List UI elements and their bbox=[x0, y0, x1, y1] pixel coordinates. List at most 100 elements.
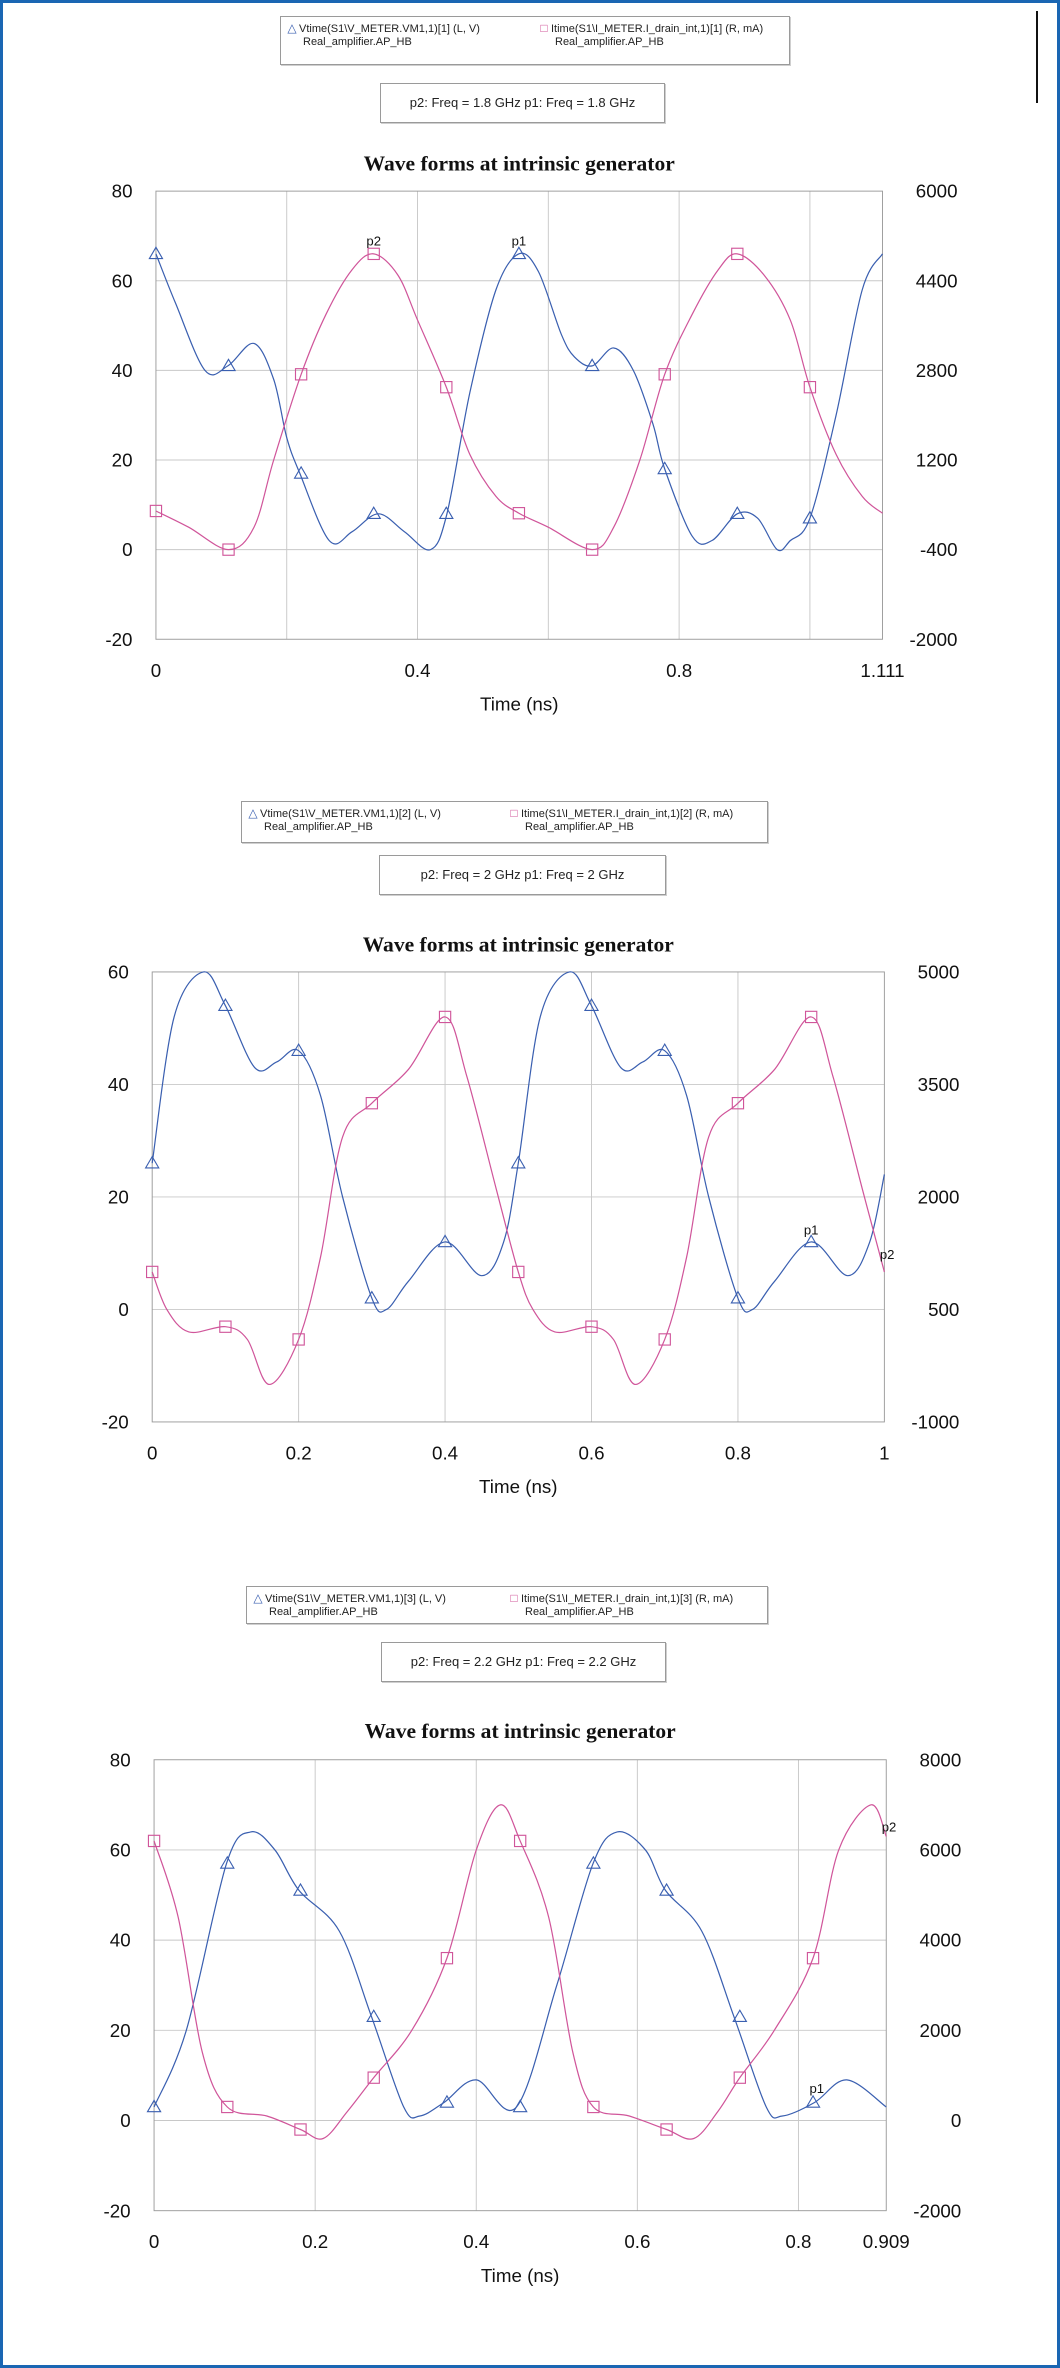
current-marker bbox=[221, 2100, 234, 2114]
voltage-marker bbox=[583, 998, 600, 1011]
y-right-tick-label: 1200 bbox=[916, 450, 958, 471]
voltage-marker bbox=[437, 1234, 453, 1248]
voltage-marker bbox=[219, 1855, 235, 1869]
voltage-marker bbox=[366, 506, 382, 520]
x-tick-label: 0.4 bbox=[463, 2231, 489, 2252]
current-marker bbox=[806, 1951, 820, 1965]
y-left-tick-label: -20 bbox=[104, 2200, 131, 2221]
current-marker bbox=[292, 1333, 305, 1346]
y-right-tick-label: 2000 bbox=[918, 1187, 960, 1208]
x-tick-label: 0.2 bbox=[302, 2231, 328, 2252]
current-marker bbox=[658, 1333, 671, 1346]
current-marker bbox=[585, 1320, 598, 1333]
legend-1-current-entry: □ Itime(S1\I_METER.I_drain_int,1)[1] (R, … bbox=[537, 22, 763, 49]
y-left-tick-label: 20 bbox=[110, 2020, 131, 2041]
marker-readout-3: p2: Freq = 2.2 GHz p1: Freq = 2.2 GHz bbox=[381, 1642, 666, 1682]
current-marker bbox=[149, 504, 163, 518]
voltage-marker bbox=[729, 506, 745, 520]
y-right-tick-label: 5000 bbox=[918, 962, 960, 983]
y-left-tick-label: 0 bbox=[122, 539, 132, 560]
series-line-current bbox=[153, 1804, 887, 2140]
triangle-icon: △ bbox=[248, 806, 258, 820]
x-tick-label: 0.4 bbox=[404, 660, 430, 681]
legend-1-voltage-entry: △ Vtime(S1\V_METER.VM1,1)[1] (L, V) Real_… bbox=[285, 22, 480, 49]
current-marker bbox=[367, 2071, 380, 2084]
legend-2-voltage-label: Vtime(S1\V_METER.VM1,1)[2] (L, V) bbox=[260, 808, 441, 820]
square-icon: □ bbox=[510, 806, 518, 820]
voltage-marker bbox=[802, 510, 818, 524]
x-tick-label: 1.111 bbox=[860, 660, 904, 681]
voltage-marker bbox=[144, 1155, 160, 1169]
legend-2-voltage-entry: △ Vtime(S1\V_METER.VM1,1)[2] (L, V) Real_… bbox=[246, 807, 441, 834]
voltage-marker bbox=[439, 2094, 455, 2108]
current-marker bbox=[146, 1265, 159, 1279]
current-marker bbox=[660, 2123, 673, 2136]
y-left-tick-label: -20 bbox=[105, 629, 132, 650]
y-right-tick-label: -2000 bbox=[910, 629, 958, 650]
square-icon: □ bbox=[510, 1591, 518, 1605]
legend-3-voltage-label: Vtime(S1\V_METER.VM1,1)[3] (L, V) bbox=[265, 1593, 446, 1605]
marker-annotation: p2 bbox=[366, 233, 381, 248]
legend-1-current-sublabel: Real_amplifier.AP_HB bbox=[555, 36, 664, 48]
voltage-marker bbox=[730, 1290, 746, 1304]
marker-annotation: p1 bbox=[512, 233, 527, 248]
current-marker bbox=[803, 380, 817, 394]
x-axis-label: Time (ns) bbox=[480, 694, 558, 715]
y-left-tick-label: 60 bbox=[110, 1840, 131, 1861]
voltage-marker bbox=[657, 461, 673, 475]
current-marker bbox=[804, 1010, 818, 1024]
x-tick-label: 0 bbox=[151, 660, 161, 681]
plot-area bbox=[155, 191, 883, 640]
x-tick-label: 1 bbox=[879, 1442, 889, 1463]
triangle-icon: △ bbox=[253, 1591, 263, 1605]
x-axis-label: Time (ns) bbox=[481, 2265, 559, 2286]
legend-1-current-label: Itime(S1\I_METER.I_drain_int,1)[1] (R, m… bbox=[551, 23, 764, 35]
voltage-marker bbox=[438, 506, 454, 520]
triangle-icon: △ bbox=[287, 21, 297, 35]
y-right-tick-label: 8000 bbox=[920, 1749, 962, 1770]
x-tick-label: 0.8 bbox=[785, 2231, 811, 2252]
square-icon: □ bbox=[540, 21, 548, 35]
y-right-tick-label: 0 bbox=[951, 2110, 961, 2131]
y-right-tick-label: 3500 bbox=[918, 1074, 960, 1095]
voltage-marker bbox=[659, 1882, 675, 1896]
x-tick-label: 0.909 bbox=[863, 2231, 910, 2252]
current-marker bbox=[512, 1265, 525, 1279]
marker-annotation: p1 bbox=[809, 2081, 824, 2096]
voltage-marker bbox=[803, 1234, 819, 1248]
x-tick-label: 0 bbox=[147, 1442, 157, 1463]
plot-area bbox=[154, 1759, 887, 2211]
x-tick-label: 0.6 bbox=[578, 1442, 604, 1463]
current-marker bbox=[585, 543, 599, 556]
legend-1: △ Vtime(S1\V_METER.VM1,1)[1] (L, V) Real_… bbox=[280, 16, 790, 65]
voltage-marker bbox=[148, 246, 164, 260]
y-left-tick-label: 0 bbox=[120, 2110, 130, 2131]
legend-2-current-entry: □ Itime(S1\I_METER.I_drain_int,1)[2] (R, … bbox=[507, 807, 733, 834]
x-tick-label: 0.8 bbox=[725, 1442, 751, 1463]
x-tick-label: 0.2 bbox=[286, 1442, 312, 1463]
current-marker bbox=[731, 247, 744, 261]
y-right-tick-label: 4400 bbox=[916, 270, 958, 291]
voltage-marker bbox=[585, 1855, 601, 1869]
voltage-marker bbox=[220, 358, 237, 372]
legend-1-voltage-sublabel: Real_amplifier.AP_HB bbox=[303, 36, 412, 48]
y-left-tick-label: 40 bbox=[108, 1074, 129, 1095]
legend-2: △ Vtime(S1\V_METER.VM1,1)[2] (L, V) Real_… bbox=[241, 801, 768, 843]
current-marker bbox=[658, 368, 671, 381]
legend-3: △ Vtime(S1\V_METER.VM1,1)[3] (L, V) Real_… bbox=[246, 1586, 768, 1624]
legend-3-current-label: Itime(S1\I_METER.I_drain_int,1)[3] (R, m… bbox=[521, 1593, 734, 1605]
current-marker bbox=[147, 1834, 161, 1848]
scroll-indicator[interactable] bbox=[1036, 11, 1038, 103]
voltage-marker bbox=[364, 1290, 380, 1304]
voltage-marker bbox=[366, 2009, 382, 2023]
chart-1-title: Wave forms at intrinsic generator bbox=[364, 152, 676, 176]
current-marker bbox=[222, 543, 235, 556]
legend-1-voltage-label: Vtime(S1\V_METER.VM1,1)[1] (L, V) bbox=[299, 23, 480, 35]
legend-3-voltage-entry: △ Vtime(S1\V_METER.VM1,1)[3] (L, V) Real_… bbox=[251, 1592, 446, 1619]
voltage-marker bbox=[293, 465, 309, 479]
voltage-marker bbox=[146, 2099, 162, 2113]
legend-3-current-entry: □ Itime(S1\I_METER.I_drain_int,1)[3] (R, … bbox=[507, 1592, 733, 1619]
plot-border bbox=[153, 1759, 887, 2212]
